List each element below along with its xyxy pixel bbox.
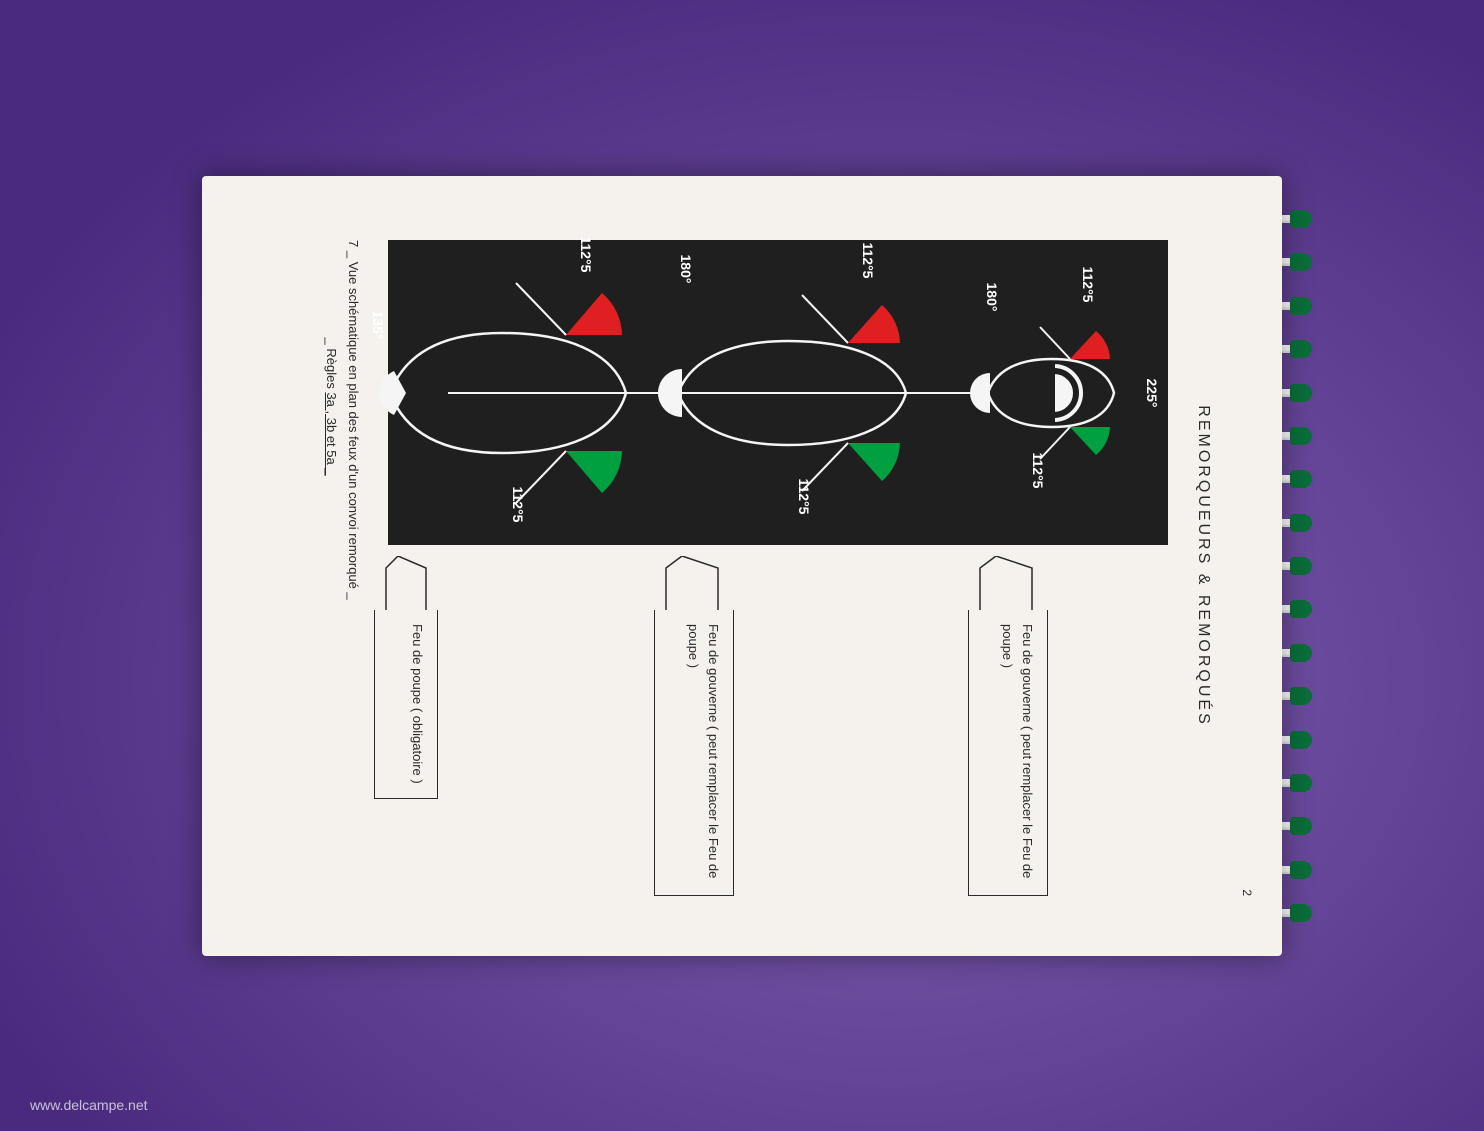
angle-stern: 180°: [984, 282, 1000, 311]
page-number: 2: [1240, 889, 1254, 896]
angle-starboard: 112°5: [796, 478, 812, 514]
caption-index: 7 _: [346, 240, 361, 262]
angle-masthead: 225°: [1144, 378, 1160, 407]
callout-arrow-icon: [654, 556, 734, 612]
angle-stern: 180°: [678, 254, 694, 283]
angle-stern: 135°: [370, 310, 386, 339]
caption-rules-label: _ Règles: [324, 337, 339, 392]
vessel-towed-mid: 112°5 112°5 180°: [653, 282, 918, 502]
callout-tugboat: Feu de gouverne ( peut remplacer le Feu …: [968, 556, 1048, 896]
callout-text: Feu de gouverne ( peut remplacer le Feu …: [968, 610, 1048, 896]
figure-caption: 7 _ Vue schématique en plan des feux d'u…: [320, 236, 364, 896]
vessel-towed-last: 112°5 112°5 135°: [363, 272, 638, 512]
callout-text: Feu de gouverne ( peut remplacer le Feu …: [654, 610, 734, 896]
vessel-tugboat: 225° 112°5 112°5 180°: [935, 312, 1140, 472]
diagram-panel: 225° 112°5 112°5 180°: [388, 240, 1168, 545]
callout-arrow-icon: [968, 556, 1048, 612]
page: 2 REMORQUEURS & REMORQUÉS: [202, 176, 1282, 956]
caption-rules: 3a , 3b et 5a _: [324, 392, 339, 475]
callout-arrow-icon: [374, 556, 438, 612]
section-title: REMORQUEURS & REMORQUÉS: [1194, 236, 1212, 896]
watermark: www.delcampe.net: [30, 1097, 148, 1113]
angle-starboard: 112°5: [1030, 452, 1046, 488]
book-page-rotated: 2 REMORQUEURS & REMORQUÉS: [202, 176, 1282, 956]
angle-port: 112°5: [578, 236, 594, 272]
angle-port: 112°5: [860, 242, 876, 278]
angle-port: 112°5: [1080, 266, 1096, 302]
callout-towed-last: Feu de poupe ( obligatoire ): [374, 556, 438, 799]
caption-main: Vue schématique en plan des feux d'un co…: [346, 261, 361, 599]
callout-text: Feu de poupe ( obligatoire ): [374, 610, 438, 799]
angle-starboard: 112°5: [510, 486, 526, 522]
callout-towed-mid: Feu de gouverne ( peut remplacer le Feu …: [654, 556, 734, 896]
